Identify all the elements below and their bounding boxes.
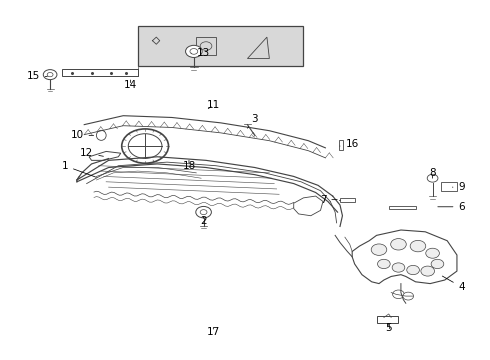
Circle shape [190, 49, 198, 54]
Circle shape [427, 174, 438, 182]
Text: 4: 4 [442, 276, 465, 292]
Text: 11: 11 [207, 100, 220, 110]
FancyBboxPatch shape [340, 198, 355, 202]
Text: 13: 13 [192, 48, 210, 58]
Polygon shape [247, 37, 270, 59]
Text: 10: 10 [71, 130, 94, 140]
Text: 5: 5 [386, 323, 392, 333]
Circle shape [122, 129, 169, 163]
FancyBboxPatch shape [62, 69, 138, 76]
Text: 18: 18 [182, 160, 196, 171]
FancyBboxPatch shape [441, 182, 458, 191]
Circle shape [392, 263, 405, 272]
Text: 6: 6 [438, 202, 465, 212]
Text: 16: 16 [340, 139, 359, 149]
Text: 9: 9 [452, 182, 465, 192]
FancyBboxPatch shape [339, 140, 343, 150]
Circle shape [407, 265, 419, 275]
Ellipse shape [97, 130, 106, 140]
Circle shape [421, 266, 435, 276]
Circle shape [200, 42, 212, 50]
Circle shape [196, 206, 211, 218]
Polygon shape [352, 230, 457, 284]
Circle shape [200, 210, 207, 215]
Text: 12: 12 [80, 148, 103, 158]
Circle shape [371, 244, 387, 255]
Circle shape [392, 290, 404, 298]
Circle shape [426, 248, 440, 258]
Text: 14: 14 [124, 80, 137, 90]
Text: 3: 3 [247, 114, 258, 128]
Circle shape [47, 72, 53, 77]
Circle shape [391, 239, 406, 250]
Polygon shape [376, 316, 398, 323]
Polygon shape [294, 196, 323, 216]
Circle shape [43, 69, 57, 80]
Text: 1: 1 [61, 161, 96, 177]
Text: 7: 7 [319, 195, 337, 204]
Circle shape [403, 292, 414, 300]
Text: 17: 17 [207, 327, 220, 337]
Text: 2: 2 [200, 216, 207, 226]
Text: 8: 8 [429, 168, 436, 178]
Text: 15: 15 [26, 71, 48, 81]
Circle shape [431, 259, 444, 269]
FancyBboxPatch shape [138, 26, 303, 66]
FancyBboxPatch shape [389, 206, 416, 209]
Circle shape [410, 240, 426, 252]
Circle shape [128, 134, 162, 158]
Polygon shape [89, 152, 121, 160]
Circle shape [377, 259, 390, 269]
Circle shape [186, 45, 202, 58]
FancyBboxPatch shape [196, 37, 216, 55]
